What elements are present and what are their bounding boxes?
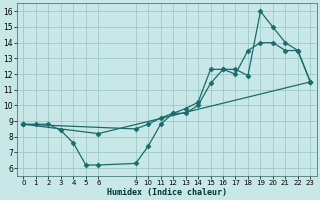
X-axis label: Humidex (Indice chaleur): Humidex (Indice chaleur) (107, 188, 227, 197)
